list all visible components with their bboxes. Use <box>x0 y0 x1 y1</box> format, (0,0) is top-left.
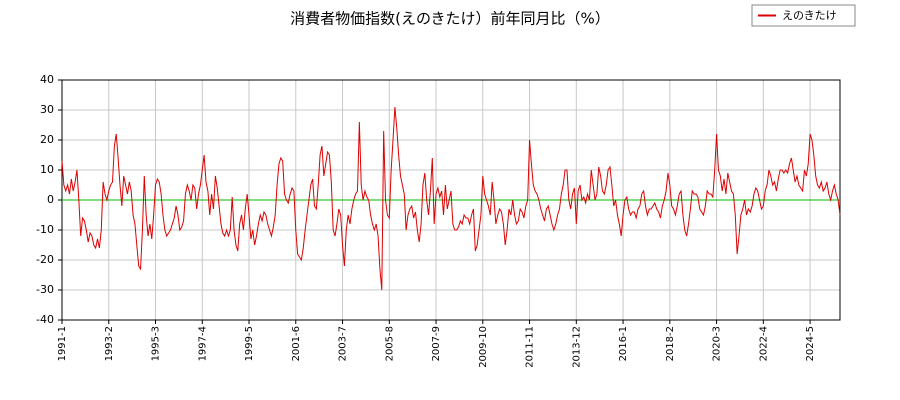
y-tick-label: -10 <box>36 223 54 236</box>
y-tick-label: 30 <box>40 103 54 116</box>
x-tick-label: 1991-1 <box>57 326 68 361</box>
y-tick-label: 0 <box>47 193 54 206</box>
x-tick-label: 2003-7 <box>338 326 349 361</box>
x-tick-label: 2016-1 <box>618 326 629 361</box>
x-tick-label: 1997-4 <box>197 326 208 361</box>
x-tick-label: 2020-3 <box>712 326 723 361</box>
x-tick-label: 2007-9 <box>431 326 442 361</box>
x-tick-label: 2005-8 <box>384 326 395 361</box>
legend-box <box>751 4 856 27</box>
x-tick-label: 2009-10 <box>478 326 489 368</box>
x-tick-label: 2022-4 <box>758 326 769 361</box>
y-tick-label: -40 <box>36 313 54 326</box>
y-tick-label: -20 <box>36 253 54 266</box>
x-tick-label: 2011-11 <box>525 326 536 368</box>
y-tick-label: 20 <box>40 133 54 146</box>
y-tick-label: 40 <box>40 73 54 86</box>
y-tick-label: 10 <box>40 163 54 176</box>
x-tick-label: 2018-2 <box>665 326 676 361</box>
chart-title: 消費者物価指数(えのきたけ）前年同月比（%） <box>290 10 610 28</box>
x-tick-label: 1999-5 <box>244 326 255 361</box>
legend-label: えのきたけ <box>782 9 837 22</box>
y-tick-label: -30 <box>36 283 54 296</box>
x-tick-label: 1993-2 <box>104 326 115 361</box>
x-tick-label: 1995-3 <box>151 326 162 361</box>
data-line <box>61 106 841 291</box>
x-tick-label: 2024-5 <box>805 326 816 361</box>
x-tick-label: 2001-6 <box>291 326 302 361</box>
x-tick-label: 2013-12 <box>571 326 582 368</box>
